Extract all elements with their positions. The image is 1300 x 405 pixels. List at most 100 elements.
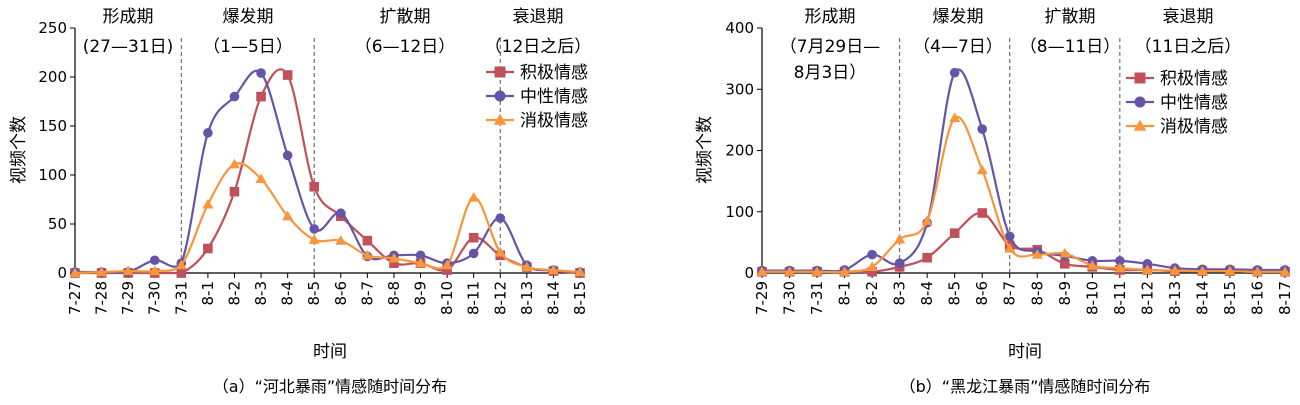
x-tick-label: 8-3	[891, 281, 909, 306]
data-point	[256, 91, 266, 102]
data-point	[1142, 259, 1153, 269]
y-tick-label: 300	[725, 80, 754, 98]
data-point	[894, 258, 905, 269]
data-point	[949, 67, 960, 78]
data-point	[256, 68, 266, 78]
data-point	[442, 265, 452, 275]
data-point	[415, 257, 427, 268]
data-point	[867, 249, 877, 260]
data-point	[415, 250, 426, 261]
data-point	[203, 128, 213, 138]
phase-range: （8—11日）	[1020, 37, 1120, 57]
phase-name: 爆发期	[933, 7, 984, 27]
data-point	[1031, 249, 1043, 259]
phase-range: （6—12日）	[355, 37, 455, 57]
x-tick-label: 8-7	[358, 281, 376, 306]
x-tick-label: 8-16	[1248, 281, 1266, 315]
phase-name: 扩散期	[1045, 7, 1096, 27]
y-tick-label: 250	[38, 19, 67, 37]
data-point	[122, 265, 134, 276]
legend-label: 积极情感	[520, 63, 588, 83]
x-tick-label: 8-5	[946, 281, 964, 306]
x-tick-label: 7-31	[172, 281, 190, 315]
data-point	[69, 267, 81, 278]
data-point	[175, 259, 187, 270]
panel-hebei: 视频个数 时间 （a）“河北暴雨”情感随时间分布 0 50 100 150 200 250…	[9, 7, 591, 396]
y-tick-label: 0	[57, 264, 67, 282]
data-point	[388, 252, 400, 263]
data-point	[1169, 265, 1181, 275]
data-point	[976, 164, 988, 175]
x-tick-label: 8-15	[1221, 281, 1239, 315]
phase-range: （12日之后）	[485, 37, 592, 57]
x-tick-label: 8-6	[973, 281, 991, 306]
y-tick-label: 400	[725, 19, 754, 37]
x-tick-label: 7-29	[753, 281, 771, 315]
phase-name: 爆发期	[223, 7, 274, 27]
series-line	[762, 211, 1286, 274]
data-point	[866, 261, 878, 272]
series-line	[762, 115, 1286, 274]
data-point	[1279, 266, 1291, 276]
data-point	[1004, 231, 1015, 242]
data-point	[282, 150, 293, 161]
y-tick-label: 0	[744, 264, 754, 282]
phase-name: 形成期	[805, 7, 856, 27]
x-tick-label: 7-29	[119, 281, 137, 315]
phase-name: 衰退期	[513, 7, 564, 27]
data-point	[1251, 266, 1263, 276]
phase-range: （7月29日—	[780, 37, 880, 57]
x-tick-label: 8-11	[465, 281, 483, 315]
data-point	[362, 235, 373, 246]
phase-range: （1—5日）	[203, 37, 293, 57]
phase-name: 形成期	[103, 7, 154, 27]
data-point	[922, 252, 932, 263]
series-line	[75, 68, 581, 275]
data-point	[1115, 255, 1125, 266]
data-point	[255, 173, 267, 184]
x-tick-label: 8-10	[438, 281, 456, 315]
x-tick-label: 8-12	[1138, 281, 1156, 315]
phase-range: （4—7日）	[913, 37, 1003, 57]
data-point	[282, 210, 294, 221]
data-point	[309, 181, 320, 192]
y-tick-label: 200	[38, 68, 67, 86]
chart-caption: （b）“黑龙江暴雨”情感随时间分布	[900, 377, 1151, 396]
data-point	[495, 213, 506, 223]
y-axis-label: 视频个数	[9, 116, 29, 184]
x-tick-label: 8-12	[491, 281, 509, 315]
x-tick-label: 8-14	[544, 281, 562, 315]
data-point	[949, 112, 961, 123]
x-tick-label: 8-17	[1276, 281, 1294, 315]
x-tick-label: 8-1	[199, 281, 217, 306]
data-point	[756, 266, 768, 276]
x-tick-label: 7-30	[781, 281, 799, 315]
x-tick-label: 8-9	[412, 281, 430, 306]
data-point	[282, 70, 293, 80]
series-line	[74, 162, 581, 275]
legend-label: 中性情感	[1160, 93, 1228, 113]
data-point	[921, 215, 933, 226]
x-tick-label: 8-8	[385, 281, 403, 306]
legend-marker	[493, 113, 507, 125]
data-point	[1004, 242, 1016, 253]
x-tick-label: 8-6	[332, 281, 350, 306]
data-point	[228, 158, 240, 169]
data-point	[494, 246, 506, 257]
data-point	[1086, 260, 1098, 270]
phase-name: 衰退期	[1163, 7, 1214, 27]
legend-label: 消极情感	[520, 111, 588, 131]
y-axis-label: 视频个数	[695, 116, 715, 184]
x-tick-label: 8-5	[305, 281, 323, 306]
phase-range: (27—31日)	[83, 37, 174, 57]
data-point	[949, 228, 960, 238]
data-point	[547, 264, 559, 275]
data-point	[1141, 264, 1153, 275]
legend-marker	[1134, 72, 1146, 84]
data-point	[441, 259, 453, 270]
data-point	[977, 124, 988, 134]
data-point	[149, 255, 160, 266]
x-tick-label: 8-4	[279, 281, 297, 306]
x-tick-label: 8-11	[1111, 281, 1129, 315]
legend-marker	[1133, 119, 1147, 131]
